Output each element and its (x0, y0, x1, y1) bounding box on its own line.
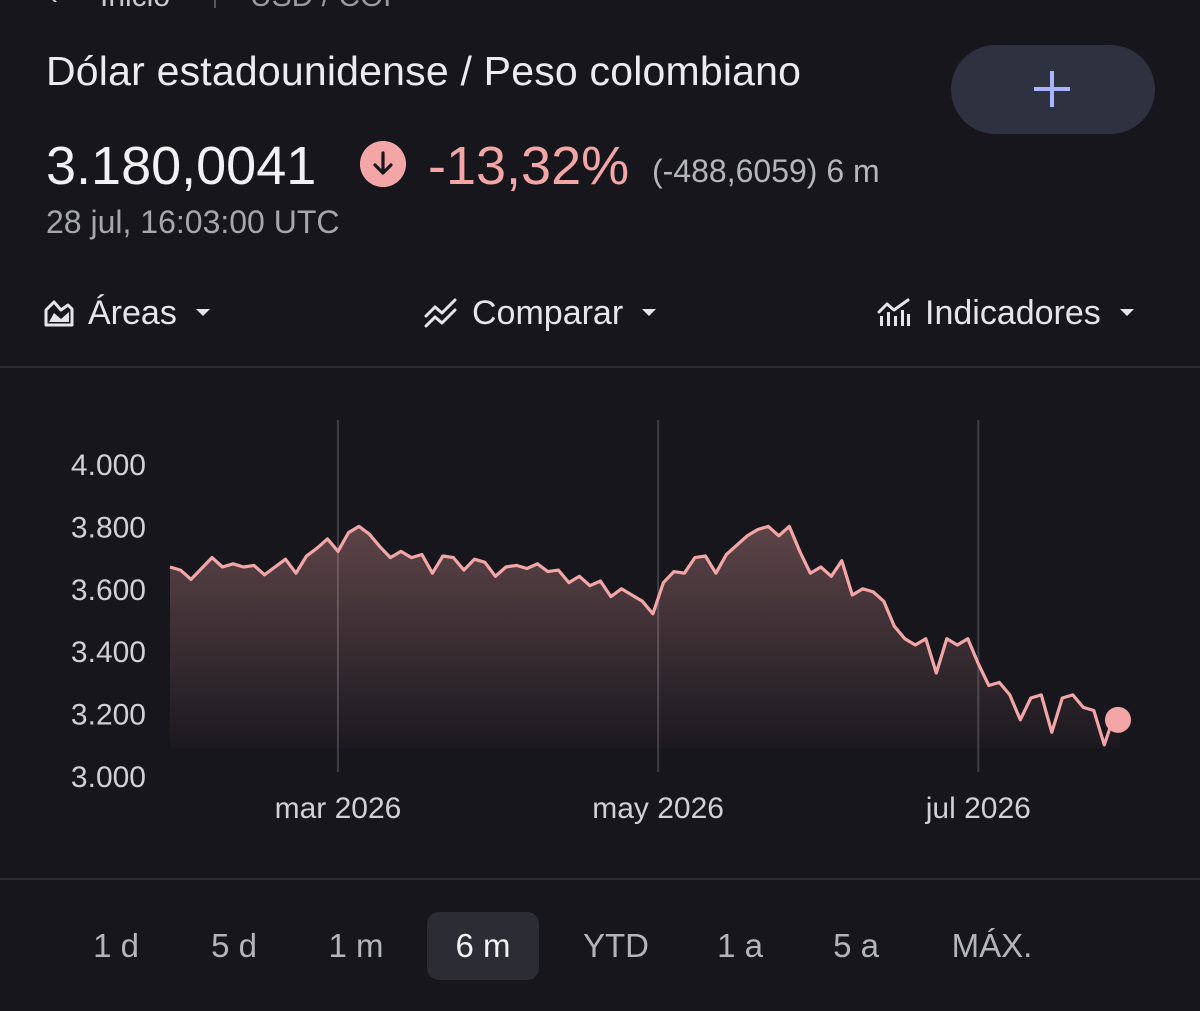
back-arrow-icon[interactable]: ‹ (48, 0, 58, 12)
range-button[interactable]: 5 d (184, 912, 284, 980)
change-percent: -13,32% (428, 136, 630, 196)
breadcrumb-pair: USD / COP (250, 0, 403, 14)
indicators-label: Indicadores (925, 293, 1101, 332)
range-button[interactable]: 1 a (690, 912, 790, 980)
breadcrumb-divider (214, 0, 216, 8)
chart-divider (0, 878, 1200, 880)
price-area (170, 526, 1120, 748)
y-tick-label: 3.200 (71, 699, 146, 732)
compare-dropdown[interactable]: Comparar (424, 290, 657, 336)
arrow-down-icon (360, 141, 406, 187)
price-chart[interactable]: 4.000 3.800 3.600 3.400 3.200 3.000 mar 2026 m… (0, 380, 1200, 860)
page-title: Dólar estadounidense / Peso colombiano (46, 48, 802, 94)
x-tick-label: mar 2026 (275, 792, 402, 825)
indicators-dropdown[interactable]: Indicadores (877, 290, 1135, 336)
y-tick-label: 3.400 (71, 636, 146, 669)
x-tick-label: may 2026 (592, 792, 724, 825)
y-tick-label: 3.000 (71, 761, 146, 794)
add-button[interactable] (951, 45, 1155, 134)
plus-icon (1034, 71, 1070, 107)
indicators-icon (877, 298, 910, 326)
areas-label: Áreas (88, 293, 177, 332)
y-tick-label: 3.800 (71, 511, 146, 544)
range-button[interactable]: 6 m (427, 912, 539, 980)
range-button[interactable]: MÁX. (942, 912, 1042, 980)
caret-down-icon (1119, 309, 1134, 316)
range-button[interactable]: YTD (566, 912, 666, 980)
range-button[interactable]: 1 d (66, 912, 166, 980)
y-tick-label: 3.600 (71, 574, 146, 607)
areas-dropdown[interactable]: Áreas (44, 290, 211, 336)
y-tick-label: 4.000 (71, 449, 146, 482)
caret-down-icon (642, 309, 657, 316)
price-line (169, 524, 1122, 747)
range-button[interactable]: 5 a (806, 912, 906, 980)
caret-down-icon (195, 309, 210, 316)
compare-icon (424, 298, 457, 328)
change-absolute: (-488,6059) 6 m (652, 153, 880, 189)
breadcrumb-home[interactable]: Inicio (100, 0, 170, 14)
last-price-marker (1105, 706, 1131, 733)
range-button[interactable]: 1 m (306, 912, 406, 980)
compare-label: Comparar (472, 293, 624, 332)
timestamp: 28 jul, 16:03:00 UTC (46, 204, 340, 240)
x-tick-label: jul 2026 (925, 792, 1031, 825)
top-nav: ‹ Inicio USD / COP (0, 0, 1200, 14)
area-chart-icon (44, 300, 74, 327)
toolbar-divider (0, 366, 1200, 368)
current-price: 3.180,0041 (46, 136, 317, 196)
